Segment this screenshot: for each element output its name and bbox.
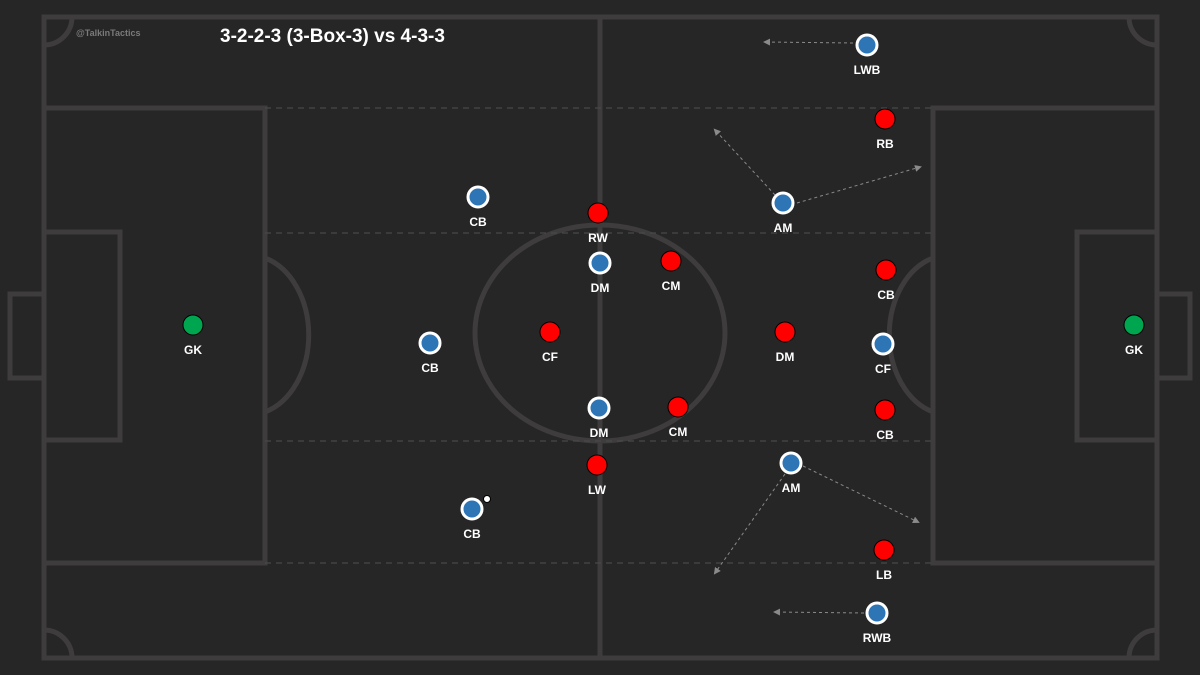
player-marker xyxy=(660,250,682,272)
red-team-player-cb: CB xyxy=(875,259,897,302)
player-marker xyxy=(774,321,796,343)
blue-team-player-cb: CB xyxy=(418,331,442,375)
player-label: CB xyxy=(421,361,439,375)
player-label: CB xyxy=(877,288,895,302)
blue-team-player-cb: CB xyxy=(466,185,490,229)
player-marker xyxy=(539,321,561,343)
movement-arrow xyxy=(802,465,920,523)
red-team-player-lb: LB xyxy=(873,539,895,582)
movement-arrow xyxy=(713,128,776,196)
player-marker xyxy=(587,396,611,420)
movement-arrows xyxy=(713,38,922,616)
player-label: RW xyxy=(588,231,608,245)
player-marker xyxy=(875,259,897,281)
red-team-player-cb: CB xyxy=(874,399,896,442)
player-label: GK xyxy=(184,343,202,357)
watermark: @TalkinTactics xyxy=(76,28,141,38)
player-label: CB xyxy=(463,527,481,541)
red-team-player-dm: DM xyxy=(774,321,796,364)
player-label: LWB xyxy=(854,63,881,77)
player-label: CM xyxy=(669,425,688,439)
player-marker xyxy=(855,33,879,57)
player-marker xyxy=(779,451,803,475)
player-label: CF xyxy=(875,362,891,376)
player-marker xyxy=(182,314,204,336)
red-team-player-lw: LW xyxy=(586,454,608,497)
player-marker xyxy=(871,332,895,356)
player-marker xyxy=(874,108,896,130)
red-team-player-rw: RW xyxy=(587,202,609,245)
ball-icon xyxy=(483,495,491,503)
blue-team-player-dm: DM xyxy=(587,396,611,440)
player-label: CB xyxy=(876,428,894,442)
player-marker xyxy=(1123,314,1145,336)
player-marker xyxy=(588,251,612,275)
movement-arrow xyxy=(796,165,922,204)
player-marker xyxy=(874,399,896,421)
player-marker xyxy=(466,185,490,209)
goalkeepers-player-gk: GK xyxy=(1123,314,1145,357)
player-label: RB xyxy=(876,137,894,151)
red-team-player-cm: CM xyxy=(667,396,689,439)
blue-team-player-dm: DM xyxy=(588,251,612,295)
player-marker xyxy=(587,202,609,224)
movement-arrow xyxy=(773,608,865,616)
player-label: CF xyxy=(542,350,558,364)
zone-lines xyxy=(265,107,933,564)
player-marker xyxy=(586,454,608,476)
blue-team-player-am: AM xyxy=(779,451,803,495)
pitch-lines xyxy=(7,14,1193,661)
red-team-player-rb: RB xyxy=(874,108,896,151)
red-team-player-cf: CF xyxy=(539,321,561,364)
player-marker xyxy=(771,191,795,215)
player-label: LW xyxy=(588,483,607,497)
blue-team-player-cf: CF xyxy=(871,332,895,376)
player-label: GK xyxy=(1125,343,1143,357)
player-label: DM xyxy=(590,426,609,440)
blue-team-player-lwb: LWB xyxy=(854,33,881,77)
movement-arrow xyxy=(713,473,786,575)
player-label: RWB xyxy=(863,631,892,645)
player-label: CM xyxy=(662,279,681,293)
blue-team-player-cb: CB xyxy=(460,497,484,541)
player-label: CB xyxy=(469,215,487,229)
player-marker xyxy=(865,601,889,625)
player-label: DM xyxy=(591,281,610,295)
blue-team-player-rwb: RWB xyxy=(863,601,892,645)
player-label: LB xyxy=(876,568,892,582)
movement-arrow xyxy=(763,38,854,46)
goalkeepers-player-gk: GK xyxy=(182,314,204,357)
red-team-player-cm: CM xyxy=(660,250,682,293)
blue-team-player-am: AM xyxy=(771,191,795,235)
player-marker xyxy=(460,497,484,521)
player-label: AM xyxy=(774,221,793,235)
player-label: DM xyxy=(776,350,795,364)
player-marker xyxy=(873,539,895,561)
player-marker xyxy=(667,396,689,418)
player-label: AM xyxy=(782,481,801,495)
page-title: 3-2-2-3 (3-Box-3) vs 4-3-3 xyxy=(220,26,445,47)
player-marker xyxy=(418,331,442,355)
